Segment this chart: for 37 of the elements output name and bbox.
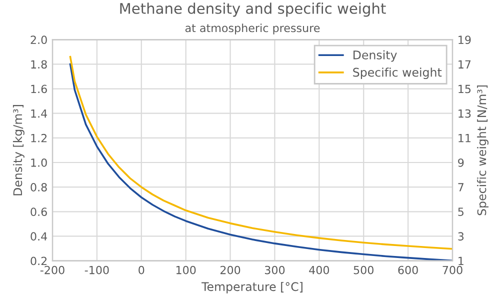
- x-tick-label: 200: [220, 266, 240, 274]
- y-tick-label: 1.2: [31, 134, 47, 142]
- x-tick-label: 400: [309, 266, 330, 274]
- y-tick-label: 1.8: [31, 60, 47, 69]
- y2-tick-label: 3: [458, 232, 464, 241]
- chart-title: Methane density and specific weight: [120, 2, 386, 17]
- y-tick-label: 1.0: [31, 158, 47, 167]
- y2-tick-label: 7: [458, 183, 464, 192]
- y-tick-label: 0.2: [30, 256, 47, 266]
- y2-tick-label: 17: [458, 60, 471, 68]
- legend-label: Density: [354, 50, 397, 62]
- y2-tick-label: 5: [458, 208, 464, 216]
- y2-axis-title: Specific weight [N/m³]: [477, 85, 488, 216]
- y-tick-label: 0.6: [30, 208, 47, 216]
- y-axis-title: Density [kg/m³]: [12, 105, 24, 196]
- x-axis-title: Temperature [°C]: [202, 282, 302, 294]
- y-tick-label: 0.8: [30, 183, 47, 192]
- y2-tick-label: 11: [458, 134, 470, 142]
- legend-label: Specific weight: [353, 68, 442, 80]
- y2-tick-label: 9: [458, 158, 464, 167]
- x-tick-label: 0: [138, 266, 144, 274]
- x-tick-label: 500: [354, 266, 374, 274]
- y-tick-label: 1.4: [31, 109, 48, 118]
- y-tick-label: 2.0: [30, 36, 47, 44]
- chart-subtitle: at atmospheric pressure: [185, 24, 320, 34]
- x-tick-label: -100: [84, 266, 109, 274]
- x-tick-label: 100: [176, 266, 196, 274]
- y2-tick-label: 15: [458, 84, 471, 94]
- x-tick-label: -200: [40, 266, 64, 274]
- x-tick-label: 300: [264, 266, 285, 274]
- y-tick-label: 0.4: [30, 232, 48, 241]
- y2-tick-label: 13: [458, 109, 471, 118]
- y2-tick-label: 19: [458, 36, 471, 44]
- x-tick-label: 600: [398, 266, 418, 274]
- y-tick-label: 1.6: [31, 84, 47, 94]
- x-tick-label: 700: [442, 266, 462, 274]
- y2-tick-label: 1: [458, 256, 464, 265]
